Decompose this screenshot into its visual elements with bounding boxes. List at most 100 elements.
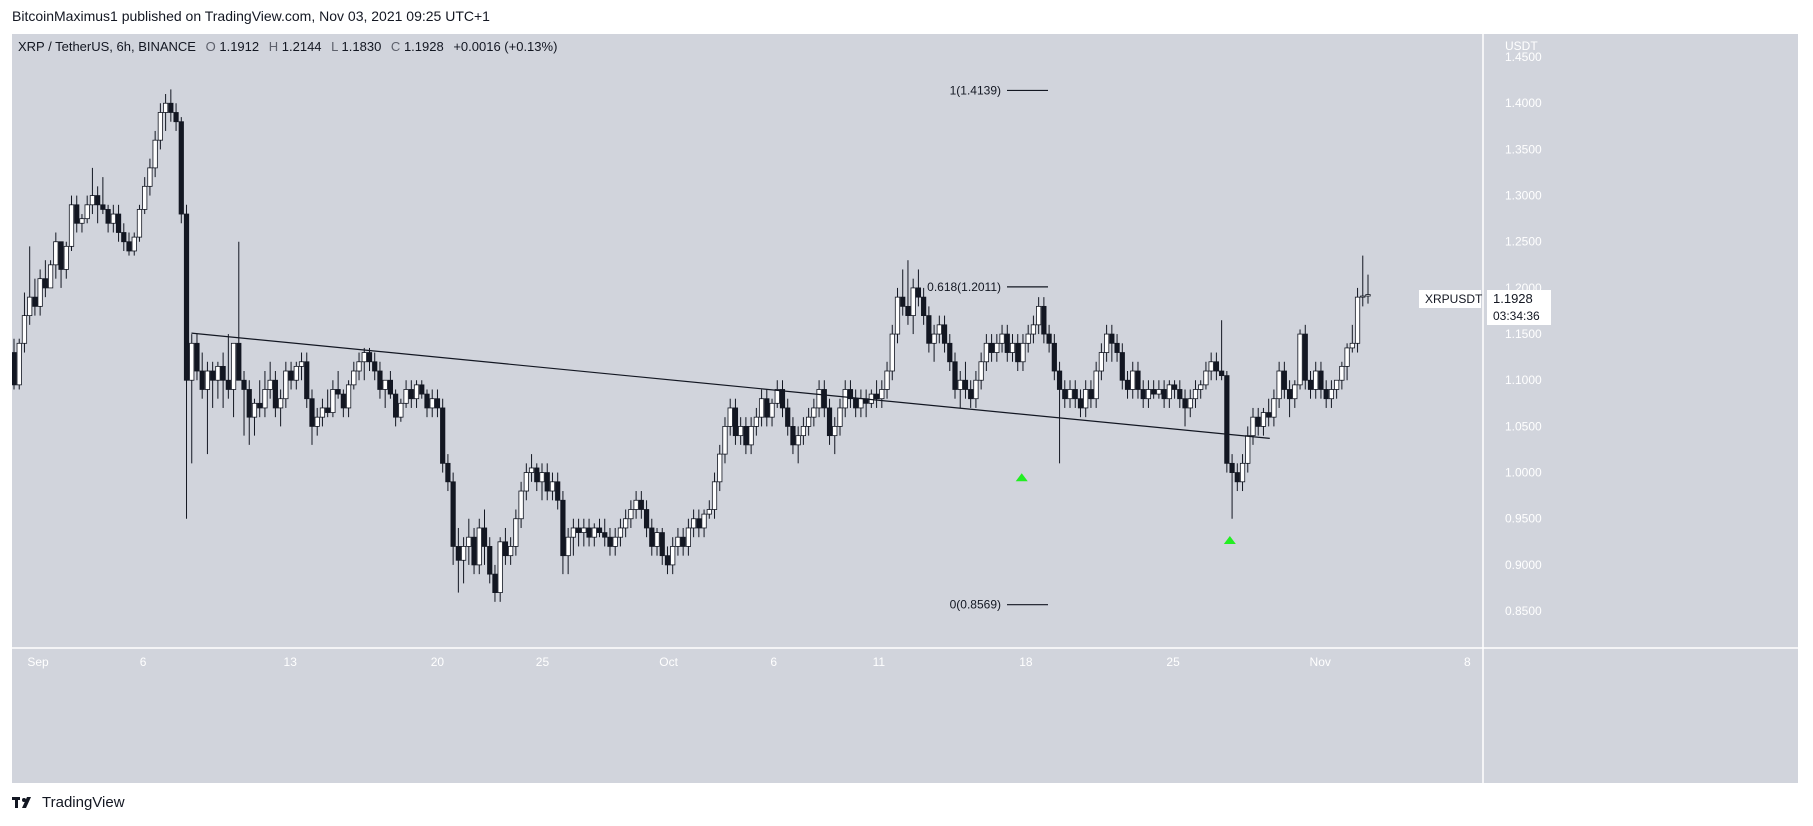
markers bbox=[1015, 473, 1236, 544]
candlestick-chart[interactable]: XRP / TetherUS, 6h, BINANCE O 1.1912 H 1… bbox=[12, 34, 1798, 783]
candle-up bbox=[1328, 389, 1335, 400]
candle-down bbox=[481, 527, 488, 547]
candle-down bbox=[968, 389, 974, 400]
trendline-layer[interactable] bbox=[191, 332, 1270, 440]
time-tick-label: Nov bbox=[1310, 655, 1331, 669]
candle-down bbox=[445, 462, 451, 483]
candle-down bbox=[95, 195, 101, 206]
tradingview-logo-icon bbox=[12, 796, 36, 810]
candle-down bbox=[419, 384, 425, 395]
fib-level-label: 0(0.8569) bbox=[950, 598, 1001, 612]
candle-up bbox=[795, 435, 801, 446]
candle-down bbox=[434, 398, 441, 409]
candle-down bbox=[194, 342, 200, 372]
price-symbol-box bbox=[1419, 290, 1481, 308]
time-tick-label: Oct bbox=[659, 655, 678, 669]
fibonacci-levels[interactable]: 1(1.4139) 0.618(1.2011) 0(0.8569) bbox=[927, 83, 1048, 612]
change-value: +0.0016 (+0.13%) bbox=[453, 39, 557, 54]
price-tick-label: 0.9500 bbox=[1505, 512, 1542, 526]
candle-down bbox=[340, 393, 346, 409]
candle-up bbox=[591, 527, 597, 538]
candle-up bbox=[403, 389, 409, 404]
descending-trendline[interactable] bbox=[191, 332, 1270, 440]
fib-level-label: 1(1.4139) bbox=[950, 83, 1001, 97]
candle-up bbox=[1083, 389, 1089, 409]
candle-up bbox=[429, 398, 435, 409]
candle-down bbox=[246, 389, 252, 418]
candle-up bbox=[701, 513, 707, 529]
candle-down bbox=[649, 527, 655, 547]
candle-up bbox=[508, 546, 514, 557]
price-tick-label: 1.1500 bbox=[1505, 327, 1542, 341]
candle-up bbox=[832, 426, 838, 437]
candle-down bbox=[576, 527, 582, 533]
candle-down bbox=[1307, 379, 1314, 390]
candle-up bbox=[889, 333, 895, 372]
candle-down bbox=[288, 370, 294, 381]
open-value: 1.1912 bbox=[219, 39, 259, 54]
candle-down bbox=[408, 389, 414, 400]
candle-down bbox=[32, 296, 38, 307]
candle-down bbox=[387, 379, 394, 395]
candle-down bbox=[560, 499, 566, 557]
candle-up bbox=[1020, 342, 1026, 363]
candle-up bbox=[717, 453, 723, 483]
time-tick-label: 25 bbox=[536, 655, 550, 669]
candle-up bbox=[612, 536, 618, 547]
candle-down bbox=[544, 472, 550, 492]
candle-down bbox=[1229, 462, 1235, 473]
candle-down bbox=[115, 213, 122, 233]
candle-up bbox=[68, 204, 75, 247]
price-tick-label: 0.8500 bbox=[1505, 604, 1542, 618]
price-tick-label: 1.4500 bbox=[1505, 50, 1542, 64]
candle-up bbox=[497, 541, 503, 594]
candle-up bbox=[1104, 333, 1110, 353]
price-axis[interactable]: 1.45001.40001.35001.30001.25001.20001.15… bbox=[1505, 50, 1542, 618]
candle-up bbox=[413, 384, 420, 400]
candle-down bbox=[1004, 333, 1010, 353]
candle-up bbox=[1203, 370, 1209, 386]
candle-up bbox=[711, 481, 718, 510]
candle-up bbox=[1025, 333, 1031, 344]
time-axis[interactable]: Sep 6 13 20 25 Oct 6 11 18 25 Nov 8 bbox=[27, 655, 1471, 669]
candle-down bbox=[1140, 389, 1146, 400]
candle-down bbox=[372, 361, 378, 372]
candle-up bbox=[1360, 295, 1366, 298]
candle-down bbox=[790, 426, 796, 446]
candle-down bbox=[1266, 412, 1272, 418]
candle-up bbox=[136, 209, 143, 238]
candle-up bbox=[722, 426, 728, 455]
up-triangle-marker bbox=[1015, 473, 1028, 482]
candle-down bbox=[471, 536, 477, 566]
price-tag-value: 1.1928 bbox=[1493, 291, 1533, 306]
candle-up bbox=[549, 481, 556, 492]
candle-down bbox=[1114, 342, 1120, 353]
fib-level-label: 0.618(1.2011) bbox=[927, 280, 1001, 294]
candle-up bbox=[727, 407, 733, 427]
candle-up bbox=[163, 102, 169, 113]
candle-up bbox=[1354, 296, 1361, 344]
candle-down bbox=[1088, 389, 1094, 400]
candles bbox=[12, 89, 1371, 602]
time-tick-label: 6 bbox=[140, 655, 147, 669]
candle-up bbox=[1349, 342, 1355, 349]
candle-down bbox=[1161, 389, 1167, 400]
price-tick-label: 1.3000 bbox=[1505, 189, 1542, 203]
candle-down bbox=[377, 370, 383, 390]
candle-up bbox=[769, 402, 775, 418]
candle-down bbox=[680, 536, 686, 547]
candle-up bbox=[398, 402, 404, 418]
candle-down bbox=[659, 532, 665, 557]
candle-up bbox=[800, 426, 806, 437]
candle-up bbox=[513, 518, 519, 547]
chart-frame[interactable]: XRP / TetherUS, 6h, BINANCE O 1.1912 H 1… bbox=[12, 34, 1798, 783]
candle-up bbox=[894, 296, 901, 335]
candle-up bbox=[748, 426, 754, 446]
candle-down bbox=[236, 342, 242, 381]
candle-down bbox=[304, 361, 310, 400]
price-tag-box bbox=[1487, 290, 1551, 325]
candle-up bbox=[842, 389, 848, 409]
high-value: 1.2144 bbox=[282, 39, 322, 54]
candle-up bbox=[957, 379, 963, 390]
candle-up bbox=[1250, 416, 1256, 437]
